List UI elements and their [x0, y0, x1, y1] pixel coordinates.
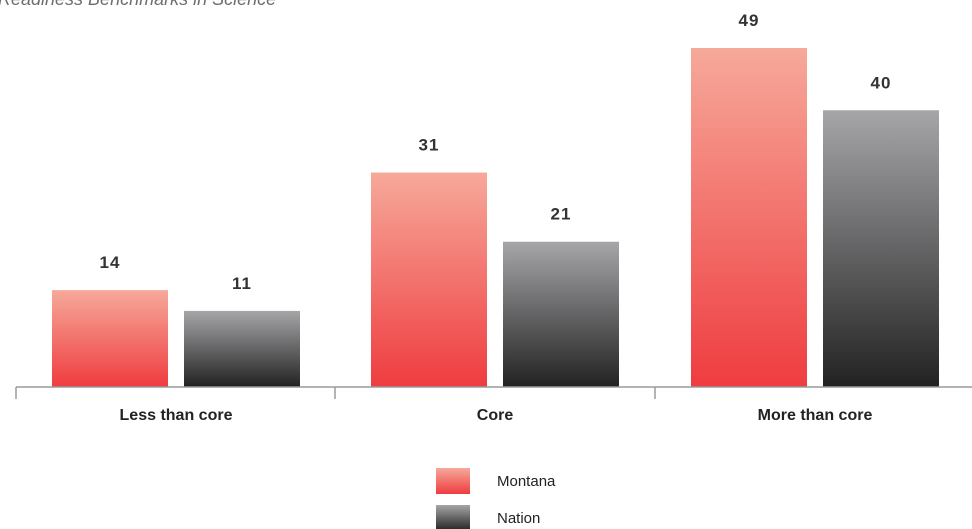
data-label-nation-2: 40 — [871, 73, 892, 92]
data-label-nation-1: 21 — [551, 205, 572, 224]
bar-nation-0 — [184, 310, 300, 387]
data-label-montana-2: 49 — [739, 11, 760, 30]
data-label-montana-1: 31 — [419, 136, 440, 155]
data-label-montana-0: 14 — [100, 253, 121, 272]
category-label-2: More than core — [758, 407, 873, 424]
legend: Montana Nation — [436, 468, 556, 529]
legend-label-montana: Montana — [497, 473, 556, 490]
x-axis: Less than core Core More than core — [15, 386, 972, 424]
category-label-1: Core — [477, 407, 514, 424]
legend-swatch-montana — [436, 468, 470, 494]
bars-layer: 14 11 31 21 49 40 — [52, 11, 939, 387]
chart-title: Readiness Benchmarks in Science — [0, 0, 276, 9]
legend-swatch-nation — [436, 505, 470, 529]
bar-montana-0 — [52, 290, 168, 387]
bar-nation-2 — [823, 110, 939, 387]
bar-nation-1 — [503, 241, 619, 387]
bar-montana-2 — [691, 48, 807, 387]
bar-montana-1 — [371, 172, 487, 387]
data-label-nation-0: 11 — [232, 274, 252, 293]
legend-label-nation: Nation — [497, 510, 540, 527]
category-label-0: Less than core — [120, 407, 233, 424]
